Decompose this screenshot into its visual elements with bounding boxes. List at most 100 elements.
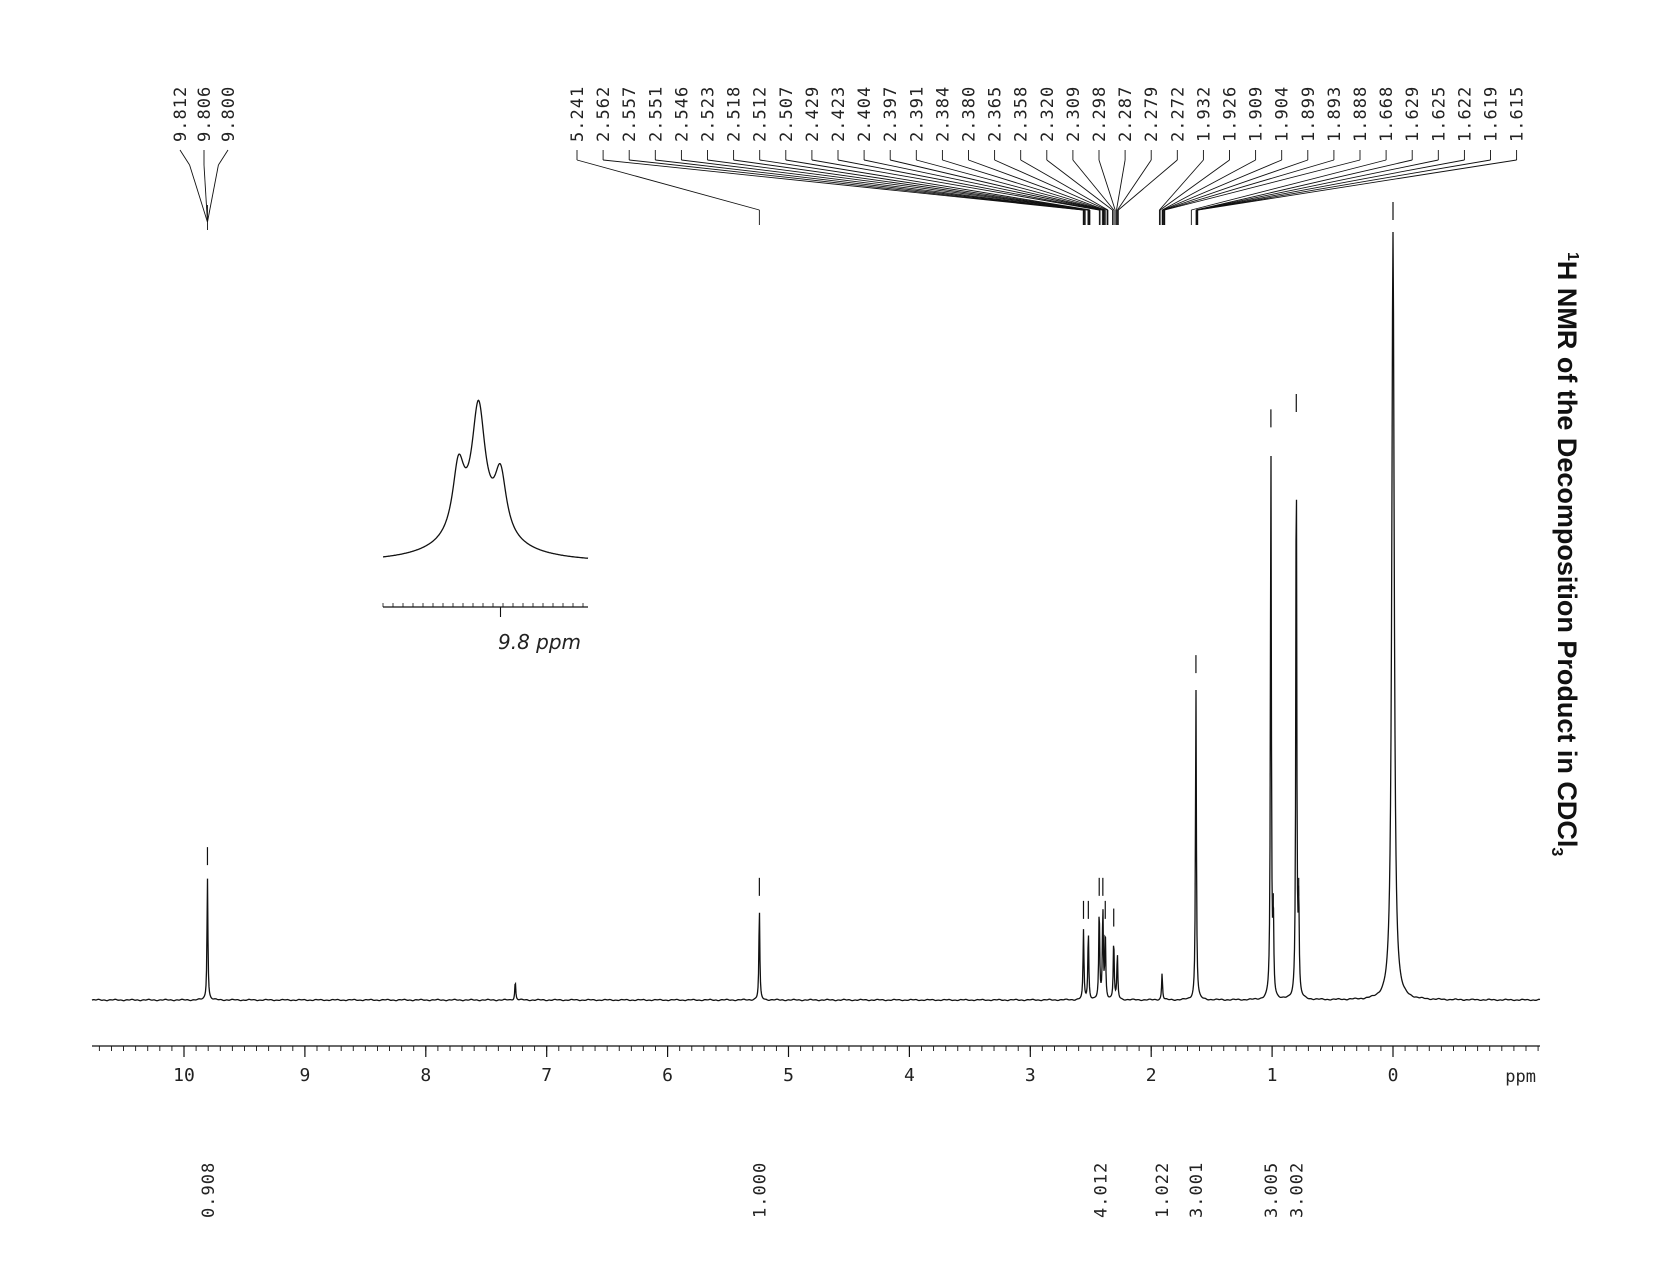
peak-lead-line — [1163, 159, 1308, 211]
tick-label: 3 — [1025, 1065, 1036, 1086]
peak-lead-line — [1191, 159, 1387, 211]
peak-lead-line — [1159, 159, 1204, 211]
peak-lead-line — [1164, 159, 1335, 211]
peak-lead-line — [942, 159, 1105, 211]
peak-lead-line — [655, 159, 1085, 211]
peak-label: 9.800 — [219, 86, 239, 142]
peak-lead-line — [1159, 159, 1230, 211]
peak-markers — [206, 202, 1394, 927]
peak-lead-line — [179, 149, 190, 166]
peak-lead-line — [1196, 159, 1465, 211]
peak-lead-line — [811, 159, 1100, 211]
integral-label: 1.000 — [750, 1162, 770, 1218]
peak-lead-line — [603, 159, 1084, 211]
tick-label: 7 — [541, 1065, 552, 1086]
peak-label: 1.893 — [1325, 86, 1345, 142]
peak-lead-line — [207, 164, 219, 223]
peak-label: 9.806 — [195, 86, 215, 142]
peak-lead-lines — [179, 149, 1518, 230]
peak-lead-line — [994, 159, 1108, 211]
peak-lead-line — [1116, 159, 1126, 211]
peak-label: 2.272 — [1168, 86, 1188, 142]
peak-label: 2.358 — [1012, 86, 1032, 142]
peak-label: 1.615 — [1508, 86, 1528, 142]
peak-label: 2.320 — [1038, 86, 1058, 142]
peak-lead-line — [785, 159, 1090, 211]
peak-label: 9.812 — [171, 86, 191, 142]
peak-label: 1.668 — [1377, 86, 1397, 142]
integral-label: 0.908 — [199, 1162, 219, 1218]
peak-label: 2.384 — [933, 86, 953, 142]
x-axis-tick-labels: 10 9 8 7 6 5 4 3 2 1 0 — [173, 1065, 1398, 1086]
spectrum-trace — [91, 231, 1541, 1002]
peak-lead-line — [1162, 159, 1282, 211]
peak-label: 2.523 — [699, 86, 719, 142]
tick-label: 1 — [1267, 1065, 1278, 1086]
tick-label: 4 — [904, 1065, 915, 1086]
peak-label: 2.287 — [1116, 86, 1136, 142]
peak-label: 1.888 — [1351, 86, 1371, 142]
peak-lead-line — [1197, 159, 1491, 211]
peak-label: 2.429 — [803, 86, 823, 142]
peak-label: 1.622 — [1455, 86, 1475, 142]
integral-label: 3.005 — [1262, 1162, 1282, 1218]
peak-lead-line — [864, 159, 1103, 211]
peak-lead-line — [1046, 159, 1113, 211]
peak-label: 2.404 — [855, 86, 875, 142]
peak-label: 2.298 — [1090, 86, 1110, 142]
inset-axis-label: 9.8 ppm — [498, 630, 581, 654]
peak-label: 1.625 — [1429, 86, 1449, 142]
inset-ticks — [382, 603, 584, 617]
peak-lead-line — [1117, 159, 1152, 211]
peak-label: 2.551 — [646, 86, 666, 142]
peak-label: 2.562 — [594, 86, 614, 142]
integral-label: 3.001 — [1187, 1162, 1207, 1218]
peak-label: 1.899 — [1299, 86, 1319, 142]
tick-label: 5 — [783, 1065, 794, 1086]
title-subscript: 3 — [1548, 847, 1565, 856]
peak-label: 1.904 — [1273, 86, 1293, 142]
peak-lead-line — [681, 159, 1086, 211]
peak-lead-line — [576, 159, 760, 211]
chart-title: 1H NMR of the Decomposition Product in C… — [1548, 252, 1582, 856]
title-main: H NMR of the Decomposition Product in CD… — [1552, 261, 1582, 848]
peak-label: 2.512 — [751, 86, 771, 142]
peak-label: 2.279 — [1142, 86, 1162, 142]
peak-lead-line — [1072, 159, 1115, 211]
x-axis: 10 9 8 7 6 5 4 3 2 1 0 ppm — [92, 1045, 1540, 1087]
peak-lead-line — [837, 159, 1101, 211]
peak-lead-line — [1161, 159, 1256, 211]
title-superscript: 1 — [1564, 252, 1581, 261]
peak-label: 1.926 — [1221, 86, 1241, 142]
peak-label: 2.397 — [881, 86, 901, 142]
peak-label: 2.518 — [725, 86, 745, 142]
integral-label: 4.012 — [1091, 1162, 1111, 1218]
tick-label: 2 — [1146, 1065, 1157, 1086]
inset-trace — [383, 399, 589, 559]
peak-label: 5.241 — [568, 86, 588, 142]
peak-label: 1.619 — [1482, 86, 1502, 142]
peak-lead-line — [916, 159, 1105, 211]
peak-lead-line — [1098, 159, 1116, 211]
peak-lead-line — [1195, 159, 1413, 211]
peak-lead-line — [759, 159, 1090, 211]
integral-labels: 0.908 1.000 4.012 1.022 3.001 3.005 3.002 — [199, 1162, 1307, 1218]
x-axis-label: ppm — [1505, 1067, 1536, 1087]
tick-label: 0 — [1388, 1065, 1399, 1086]
peak-label-group: 9.812 9.806 9.800 5.241 2.562 2.557 2.551 2.546… — [171, 86, 1528, 142]
peak-lead-line — [1197, 159, 1517, 211]
integral-label: 1.022 — [1153, 1162, 1173, 1218]
peak-label: 2.557 — [620, 86, 640, 142]
peak-lead-line — [1020, 159, 1109, 211]
peak-lead-line — [629, 159, 1084, 211]
peak-label: 2.309 — [1064, 86, 1084, 142]
inset-expansion: 9.8 ppm — [382, 399, 589, 654]
tick-label: 9 — [299, 1065, 310, 1086]
tick-label: 6 — [662, 1065, 673, 1086]
peak-lead-line — [1196, 159, 1439, 211]
peak-label: 2.365 — [986, 86, 1006, 142]
peak-lead-line — [707, 159, 1089, 211]
peak-label: 2.380 — [960, 86, 980, 142]
integral-label: 3.002 — [1287, 1162, 1307, 1218]
